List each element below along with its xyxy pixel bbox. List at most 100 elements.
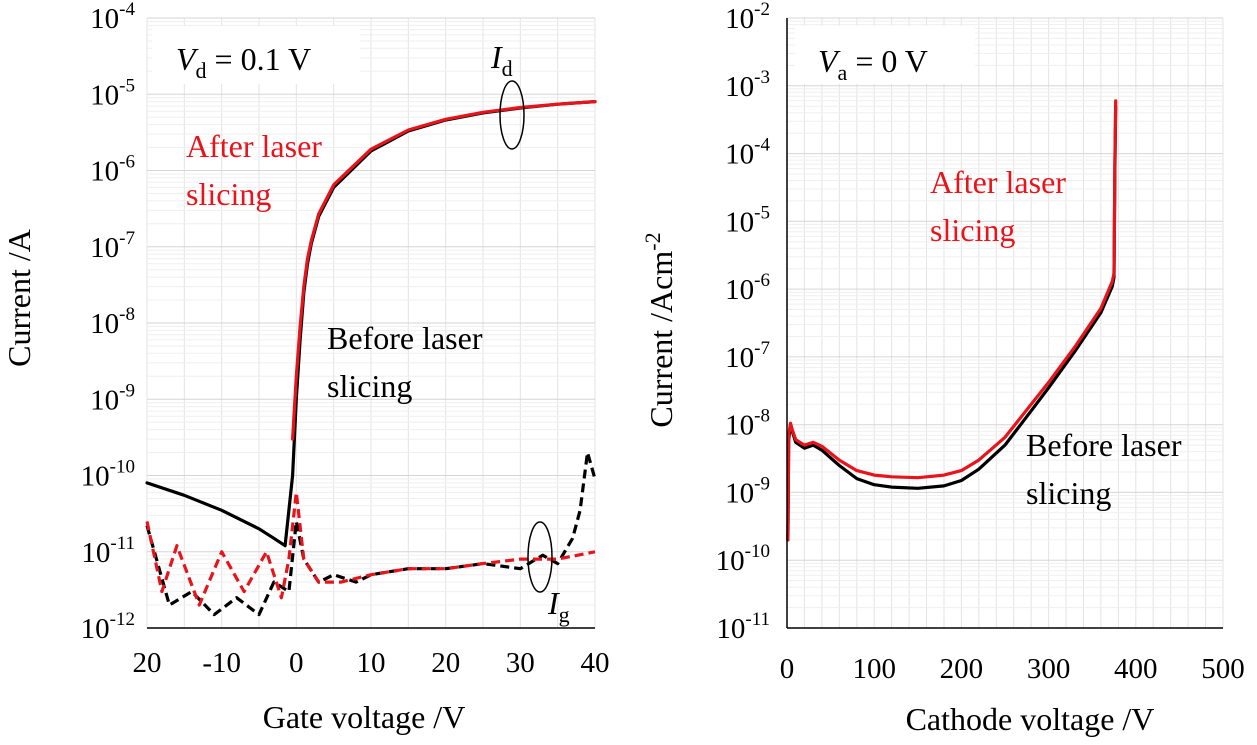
y-tick-label: 10-5 [725,202,770,238]
y-tick-base: 10 [725,274,754,306]
y-tick-label: 10-11 [716,609,770,645]
y-tick-label: 10-7 [725,338,770,374]
y-tick-exp: -3 [754,67,770,88]
x-tick-labels: 20 -10 0 10 20 30 40 [133,647,610,679]
series-layer [786,99,1118,542]
y-tick-exp: -6 [754,270,770,291]
y-tick-label: 10-2 [725,0,770,35]
x-tick-label: 400 [1114,653,1158,685]
condition-box [795,26,975,84]
y-tick-exp: -4 [119,0,135,20]
ig-symbol: I [547,585,560,621]
y-tick-exp: -5 [119,75,135,96]
condition-symbol: V [176,41,199,77]
y-tick-base: 10 [716,613,745,645]
after-label-line2: slicing [186,176,271,212]
after-label-line2: slicing [930,212,1015,248]
series-line [786,99,1118,542]
y-tick-base: 10 [81,613,110,645]
y-tick-base: 10 [725,342,754,374]
x-tick-label: 100 [852,653,896,685]
x-tick-label: 40 [581,647,610,679]
y-tick-exp: -11 [745,609,770,630]
y-tick-base: 10 [90,79,119,111]
x-tick-label: 20 [431,647,460,679]
cathode-sweep-panel: 10-210-310-410-510-610-710-810-910-1010-… [640,0,1245,737]
y-tick-labels: 10-210-310-410-510-610-710-810-910-1010-… [716,0,771,645]
x-tick-label: 30 [506,647,535,679]
condition-label: Va = 0 V [818,43,928,85]
y-tick-base: 10 [725,477,754,509]
y-tick-base: 10 [81,461,110,493]
ig-label: Ig [547,585,570,627]
x-tick-label: -10 [202,647,241,679]
x-tick-label: 500 [1201,653,1245,685]
y-tick-label: 10-4 [725,135,770,171]
y-tick-base: 10 [90,384,119,416]
y-tick-exp: -7 [754,338,770,359]
y-tick-exp: -9 [754,473,770,494]
y-tick-base: 10 [81,537,110,569]
y-axis-label-text: Current /Acm [643,251,679,428]
y-tick-label: 10-9 [90,380,135,416]
series-line [786,104,1118,542]
ig-marker-ellipse [527,521,553,593]
y-tick-exp: -6 [119,152,135,173]
condition-rest: = 0.1 V [207,41,312,77]
gate-sweep-panel: 10-410-510-610-710-810-910-1010-1110-12 … [1,0,610,735]
y-tick-base: 10 [90,156,119,188]
y-tick-exp: -4 [754,135,770,156]
y-tick-exp: -10 [110,457,135,478]
y-tick-label: 10-10 [81,457,135,493]
y-tick-label: 10-12 [81,609,135,645]
y-tick-label: 10-3 [725,67,770,103]
y-tick-label: 10-8 [725,406,770,442]
y-tick-exp: -11 [110,533,135,554]
id-marker-ellipse [499,80,525,150]
y-tick-base: 10 [90,232,119,264]
before-label-line1: Before laser [1026,427,1182,463]
after-label-line1: After laser [930,164,1066,200]
series-layer [145,99,597,617]
y-tick-label: 10-5 [90,75,135,111]
y-tick-label: 10-4 [90,0,135,35]
x-tick-label: 20 [133,647,162,679]
id-sub: d [502,56,513,81]
condition-symbol: V [818,43,841,79]
condition-label: Vd = 0.1 V [176,41,311,83]
series-line [291,99,597,441]
before-label-line2: slicing [327,368,412,404]
x-tick-label: 10 [357,647,386,679]
y-axis-label: Current /Acm-2 [640,232,679,427]
y-tick-label: 10-8 [90,304,135,340]
id-label: Id [490,39,513,81]
after-label-line1: After laser [186,128,322,164]
x-tick-label: 0 [780,653,795,685]
condition-box [152,26,360,84]
y-tick-exp: -8 [119,304,135,325]
y-tick-exp: -8 [754,406,770,427]
x-axis-label: Gate voltage /V [263,699,466,735]
y-tick-label: 10-10 [716,541,770,577]
y-tick-base: 10 [725,139,754,171]
x-tick-label: 200 [940,653,984,685]
y-tick-base: 10 [90,308,119,340]
y-tick-exp: -12 [110,609,135,630]
y-tick-base: 10 [725,410,754,442]
x-tick-label: 0 [289,647,304,679]
y-tick-exp: -9 [119,380,135,401]
y-tick-label: 10-6 [90,152,135,188]
y-tick-label: 10-6 [725,270,770,306]
y-tick-base: 10 [725,71,754,103]
before-label-line2: slicing [1026,475,1111,511]
x-tick-label: 300 [1027,653,1071,685]
before-label-line1: Before laser [327,320,483,356]
plot-area [787,18,1223,628]
y-tick-label: 10-11 [81,533,135,569]
y-tick-base: 10 [725,3,754,35]
condition-sub: d [196,58,207,83]
id-symbol: I [490,39,503,75]
y-tick-exp: -7 [119,228,135,249]
y-tick-exp: -2 [754,0,770,20]
